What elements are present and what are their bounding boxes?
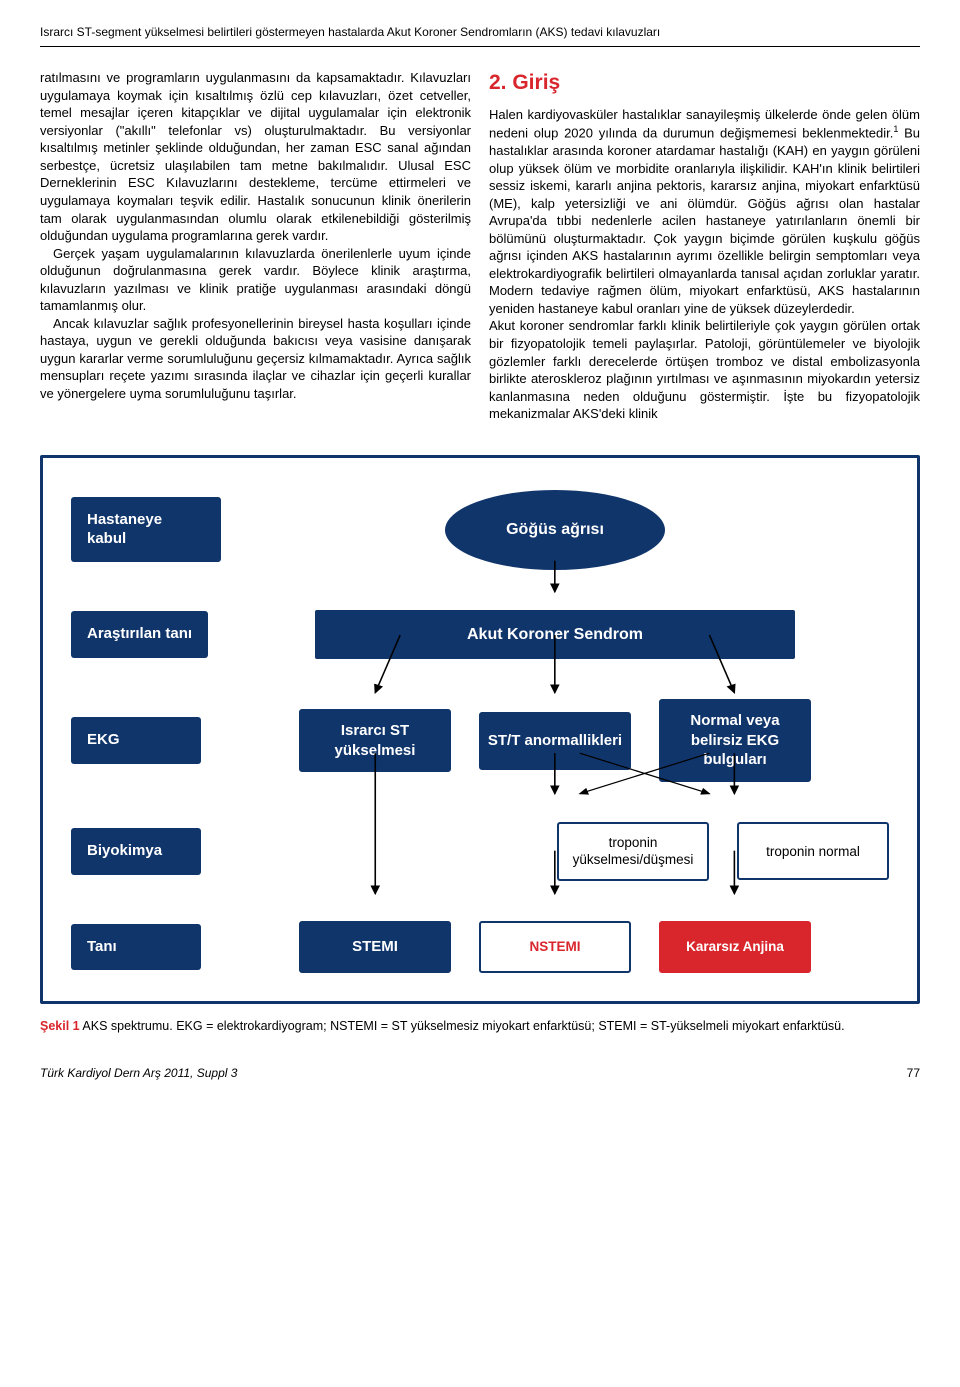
- flow-row-ekg: EKG Israrcı ST yükselmesi ST/T anormalli…: [71, 699, 889, 782]
- node-normal-ekg: Normal veya belirsiz EKG bulguları: [659, 699, 811, 782]
- row-label-ekg: EKG: [71, 717, 201, 764]
- node-st-elevation: Israrcı ST yükselmesi: [299, 709, 451, 772]
- row-label-final-dx: Tanı: [71, 924, 201, 971]
- body-paragraph: Halen kardiyovasküler hastalıklar sanayi…: [489, 106, 920, 318]
- journal-ref: Türk Kardiyol Dern Arş 2011, Suppl 3: [40, 1065, 237, 1081]
- text-run: Bu hastalıklar arasında koroner atardama…: [489, 125, 920, 315]
- node-chest-pain: Göğüs ağrısı: [445, 490, 665, 570]
- flow-row-final-dx: Tanı STEMI NSTEMI Kararsız Anjina: [71, 921, 889, 973]
- text-run: Halen kardiyovasküler hastalıklar sanayi…: [489, 107, 920, 141]
- left-column: ratılmasını ve programların uygulanmasın…: [40, 69, 471, 423]
- flowchart: Hastaneye kabul Göğüs ağrısı Araştırılan…: [71, 490, 889, 973]
- flow-row-biochem: Biyokimya troponin yükselmesi/düşmesi tr…: [71, 822, 889, 881]
- row-label-investigated-dx: Araştırılan tanı: [71, 611, 208, 658]
- right-column: 2. Giriş Halen kardiyovasküler hastalıkl…: [489, 69, 920, 423]
- node-nstemi: NSTEMI: [479, 921, 631, 973]
- figure-caption: Şekil 1 AKS spektrumu. EKG = elektrokard…: [40, 1018, 920, 1036]
- flow-row-admission: Hastaneye kabul Göğüs ağrısı: [71, 490, 889, 570]
- figure-1: Hastaneye kabul Göğüs ağrısı Araştırılan…: [40, 455, 920, 1036]
- body-paragraph: Gerçek yaşam uygulamalarının kılavuzlard…: [40, 245, 471, 315]
- node-stemi: STEMI: [299, 921, 451, 973]
- row-label-biochem: Biyokimya: [71, 828, 201, 875]
- body-paragraph: Akut koroner sendromlar farklı klinik be…: [489, 317, 920, 422]
- flow-row-diagnosis: Araştırılan tanı Akut Koroner Sendrom: [71, 610, 889, 660]
- page-footer: Türk Kardiyol Dern Arş 2011, Suppl 3 77: [40, 1065, 920, 1081]
- running-header: Israrcı ST-segment yükselmesi belirtiler…: [40, 24, 920, 47]
- page-number: 77: [907, 1065, 920, 1081]
- figure-label: Şekil 1: [40, 1019, 80, 1033]
- row-label-admission: Hastaneye kabul: [71, 497, 221, 563]
- body-paragraph: ratılmasını ve programların uygulanmasın…: [40, 69, 471, 244]
- body-paragraph: Ancak kılavuzlar sağlık profesyonellerin…: [40, 315, 471, 403]
- section-heading: 2. Giriş: [489, 69, 920, 97]
- node-acs: Akut Koroner Sendrom: [315, 610, 795, 660]
- node-st-abnormal: ST/T anormallikleri: [479, 712, 631, 770]
- figure-caption-text: AKS spektrumu. EKG = elektrokardiyogram;…: [80, 1019, 845, 1033]
- node-troponin-normal: troponin normal: [737, 822, 889, 880]
- two-column-text: ratılmasını ve programların uygulanmasın…: [40, 69, 920, 423]
- node-troponin-rise: troponin yükselmesi/düşmesi: [557, 822, 709, 881]
- node-unstable-angina: Kararsız Anjina: [659, 921, 811, 973]
